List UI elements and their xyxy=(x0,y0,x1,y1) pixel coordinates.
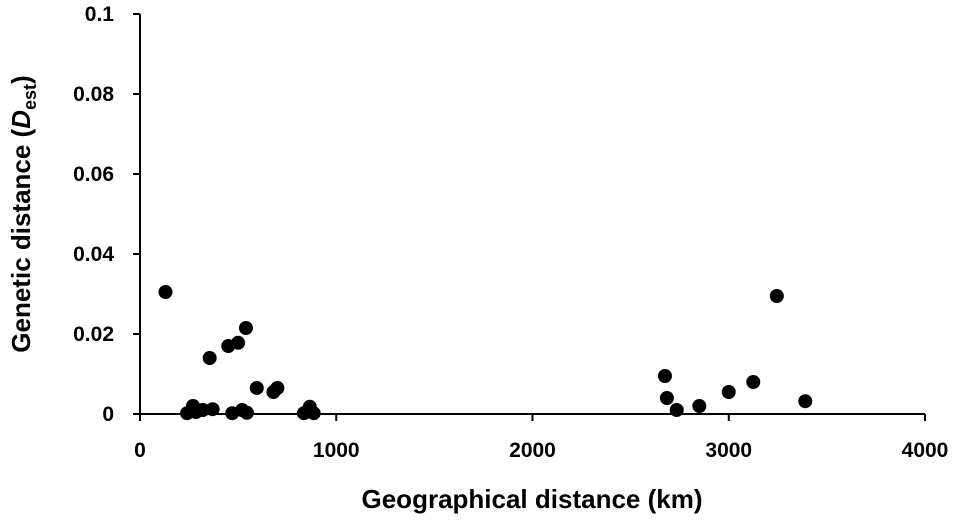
y-tick-label: 0.04 xyxy=(73,243,114,266)
x-tick-label: 1000 xyxy=(313,439,360,462)
data-point xyxy=(657,369,672,383)
x-tick-label: 2000 xyxy=(509,439,556,462)
x-tick-label: 4000 xyxy=(902,439,949,462)
data-point xyxy=(239,405,254,420)
data-point xyxy=(769,289,784,303)
x-axis-title: Geographical distance (km) xyxy=(362,484,703,514)
x-tick-label: 0 xyxy=(134,439,146,462)
data-point xyxy=(306,406,321,421)
data-points xyxy=(158,285,813,421)
data-point xyxy=(270,381,285,395)
data-point xyxy=(249,381,264,395)
data-point xyxy=(231,335,246,350)
data-point xyxy=(205,402,220,417)
y-tick-label: 0.08 xyxy=(73,83,114,106)
y-tick-label: 0.1 xyxy=(85,3,115,26)
y-axis-title-var: D xyxy=(6,110,36,129)
y-ticks: 0 0.02 0.04 0.06 0.08 0.1 xyxy=(73,3,140,426)
data-point xyxy=(721,385,736,399)
y-axis-title-suffix: ) xyxy=(6,75,36,84)
data-point xyxy=(158,285,173,299)
data-point xyxy=(659,391,674,405)
y-tick-label: 0 xyxy=(102,403,114,426)
y-axis-title-prefix: Genetic distance ( xyxy=(6,128,36,352)
y-axis-title: Genetic distance (Dest) xyxy=(6,75,40,352)
x-tick-label: 3000 xyxy=(705,439,752,462)
y-tick-label: 0.02 xyxy=(73,323,114,346)
data-point xyxy=(669,403,684,417)
data-point xyxy=(692,399,707,413)
y-tick-label: 0.06 xyxy=(73,163,114,186)
data-point xyxy=(746,375,761,389)
data-point xyxy=(238,321,253,335)
data-point xyxy=(798,394,813,409)
data-point xyxy=(202,351,217,365)
axes xyxy=(139,14,925,415)
x-ticks: 0 1000 2000 3000 4000 xyxy=(134,414,948,462)
y-axis-title-sub: est xyxy=(20,84,40,110)
